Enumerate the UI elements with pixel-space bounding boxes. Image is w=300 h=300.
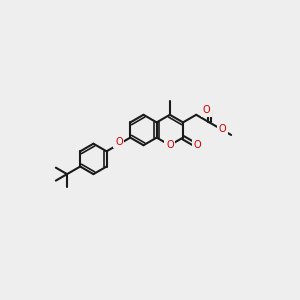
Text: O: O <box>166 140 174 150</box>
Text: O: O <box>115 136 123 146</box>
Text: O: O <box>218 124 226 134</box>
Text: O: O <box>194 140 202 150</box>
Text: O: O <box>202 105 210 115</box>
